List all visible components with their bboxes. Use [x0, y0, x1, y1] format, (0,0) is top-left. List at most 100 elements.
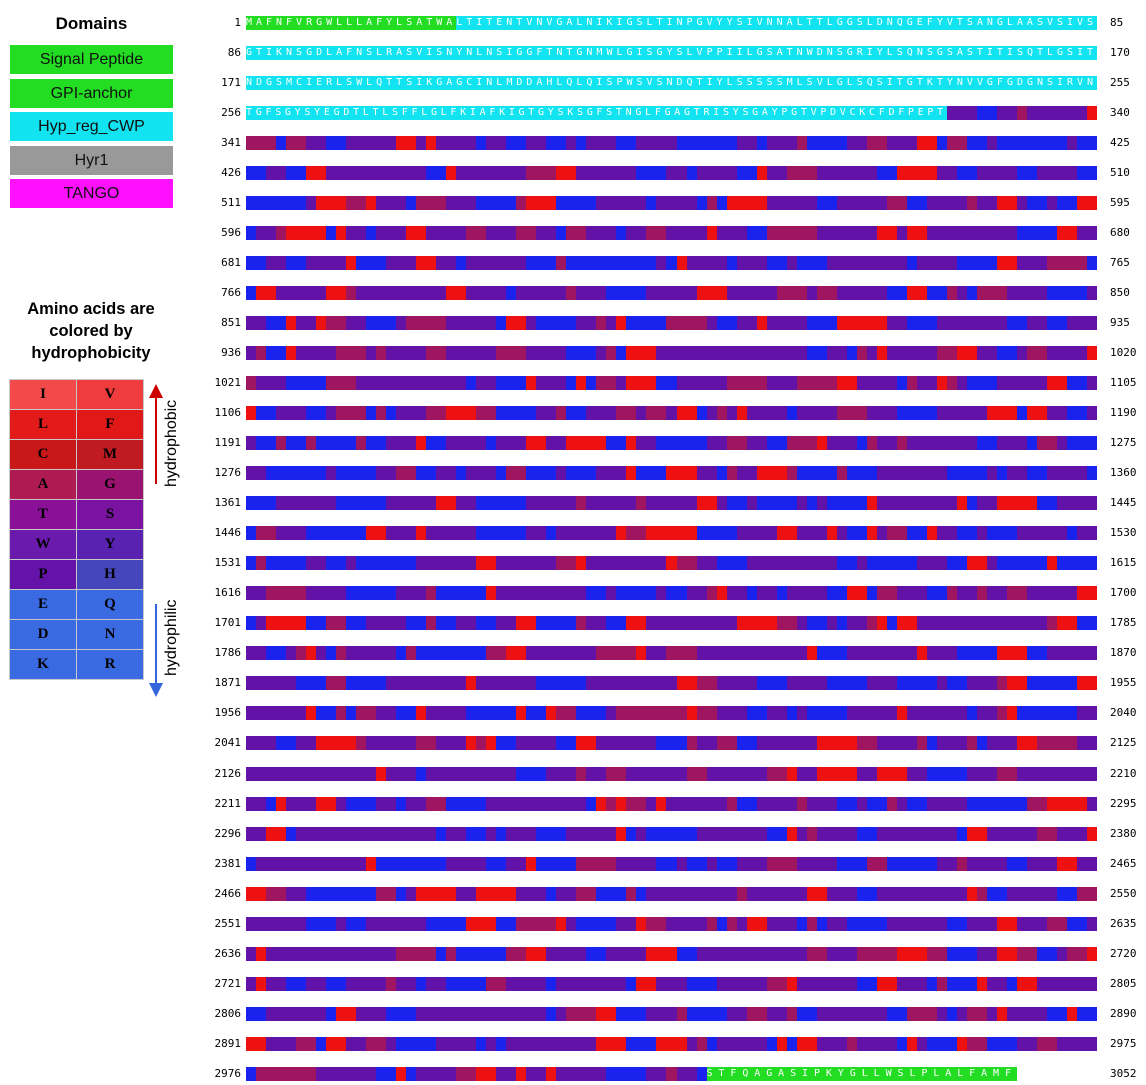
residue-block: [286, 977, 307, 991]
residue-block: [336, 646, 347, 660]
domain-segment-hyp-reg-cwp: GTIKNSGDLAFNSLRASVISNYNLNSIGGFTNTGNMWLGI…: [246, 46, 1097, 60]
residue-block: [266, 736, 277, 750]
residue-block: [936, 526, 958, 540]
residue-block: [366, 346, 377, 360]
residue-block: [316, 196, 337, 210]
residue-block: [436, 1067, 457, 1081]
residue-block: [386, 496, 397, 510]
residue-block: [1086, 797, 1097, 811]
residue-block: [336, 166, 347, 180]
residue-block: [506, 1067, 517, 1081]
sequence-row-bar: [246, 857, 1097, 871]
residue-block: [1056, 887, 1078, 901]
residue-block: [516, 887, 537, 901]
row-start-number: 426: [221, 166, 241, 179]
residue-block: [996, 616, 1008, 630]
residue-block: [686, 1067, 698, 1081]
residue-block: [716, 556, 738, 570]
residue-block: [416, 286, 427, 300]
residue-block: [936, 346, 958, 360]
residue-block: [626, 767, 667, 781]
residue-block: [286, 646, 297, 660]
residue-block: [646, 827, 657, 841]
residue-block: [996, 947, 1018, 961]
row-start-number: 1616: [214, 586, 242, 599]
residue-block: [986, 676, 998, 690]
residue-block: [956, 827, 968, 841]
residue-block: [746, 1007, 768, 1021]
residue-block: [806, 947, 828, 961]
residue-block: [796, 917, 808, 931]
residue-block: [696, 676, 718, 690]
residue-block: [716, 196, 728, 210]
residue-block: [446, 196, 477, 210]
row-start-number: 1: [234, 16, 241, 29]
residue-block: [646, 406, 667, 420]
residue-block: [446, 947, 457, 961]
residue-block: [966, 767, 978, 781]
residue-block: [1056, 436, 1068, 450]
residue-block: [376, 376, 387, 390]
residue-block: [556, 736, 577, 750]
residue-block: [656, 196, 698, 210]
residue-block: [786, 676, 798, 690]
residue-block: [616, 736, 637, 750]
residue-block: [1026, 827, 1038, 841]
residue-block: [396, 736, 417, 750]
residue-block: [726, 767, 748, 781]
residue-block: [496, 646, 507, 660]
residue-block: [1026, 466, 1048, 480]
residue-block: [946, 556, 968, 570]
residue-block: [416, 1007, 427, 1021]
residue-block: [356, 166, 397, 180]
residue-block: [746, 556, 768, 570]
residue-block: [706, 917, 718, 931]
residue-block: [636, 1067, 647, 1081]
sequence-row-bar: NDGSMCIERLSWLQTTSIKGAGCINLMDDAHLQLQISPWS…: [246, 76, 1097, 90]
residue-block: [986, 827, 998, 841]
residue-block: [246, 1067, 257, 1081]
residue-block: [576, 706, 587, 720]
residue-block: [886, 917, 908, 931]
residue-block: [526, 646, 547, 660]
residue-block: [876, 196, 888, 210]
residue-block: [316, 1037, 327, 1051]
residue-block: [636, 917, 647, 931]
residue-block: [826, 286, 838, 300]
residue-block: [496, 556, 507, 570]
residue-block: [816, 857, 828, 871]
sequence-row-bar: [246, 676, 1097, 690]
residue-block: [266, 556, 287, 570]
residue-block: [496, 226, 517, 240]
residue-block: [266, 346, 287, 360]
residue-block: [306, 436, 317, 450]
residue-block: [946, 1007, 958, 1021]
residue-block: [676, 1067, 687, 1081]
residue-block: [846, 316, 868, 330]
residue-block: [526, 496, 547, 510]
residue-block: [316, 736, 357, 750]
residue-block: [796, 136, 808, 150]
residue-block: [786, 436, 798, 450]
residue-block: [766, 706, 788, 720]
residue-block: [736, 316, 758, 330]
residue-block: [896, 226, 908, 240]
residue-block: [1086, 646, 1097, 660]
residue-block: [696, 466, 708, 480]
residue-block: [716, 256, 728, 270]
residue-block: [566, 767, 577, 781]
residue-block: [466, 857, 487, 871]
residue-block: [246, 887, 267, 901]
residue-block: [366, 857, 377, 871]
residue-block: [1046, 106, 1068, 120]
residue-block: [586, 136, 597, 150]
residue-block: [686, 646, 698, 660]
residue-block: [996, 706, 1008, 720]
residue-block: [1046, 376, 1068, 390]
residue-block: [946, 676, 968, 690]
residue-block: [1076, 616, 1097, 630]
residue-block: [836, 797, 848, 811]
residue-block: [826, 887, 848, 901]
residue-block: [556, 526, 567, 540]
